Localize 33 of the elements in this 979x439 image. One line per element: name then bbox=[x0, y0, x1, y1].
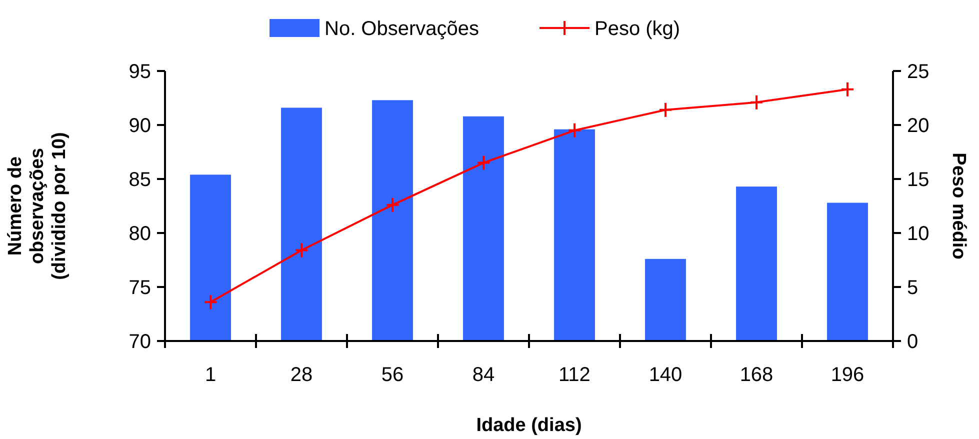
point bbox=[750, 94, 764, 110]
x-tick-label: 112 bbox=[558, 364, 590, 386]
legend-label: No. Observações bbox=[324, 18, 480, 40]
y-tick-label: 70 bbox=[128, 331, 151, 353]
x-tick-label: 28 bbox=[290, 364, 313, 386]
point bbox=[476, 154, 490, 171]
legend-label: Peso (kg) bbox=[594, 18, 680, 40]
point bbox=[658, 102, 672, 118]
point bbox=[840, 81, 854, 98]
x-axis-title: Idade (dias) bbox=[476, 415, 582, 436]
x-tick-label: 196 bbox=[830, 364, 864, 386]
point bbox=[204, 294, 218, 310]
y2-tick-label: 15 bbox=[907, 169, 930, 191]
x-tick-label: 168 bbox=[740, 364, 774, 386]
x-tick-label: 1 bbox=[204, 364, 216, 386]
y-tick-label: 75 bbox=[128, 277, 151, 299]
point bbox=[386, 196, 400, 213]
y2-axis-title: Peso médio bbox=[948, 152, 969, 260]
y-tick-label: 80 bbox=[128, 223, 151, 245]
x-tick-label: 140 bbox=[648, 364, 682, 386]
y2-tick-label: 25 bbox=[907, 61, 930, 83]
y-tick-label: 95 bbox=[128, 61, 151, 83]
y-axis-title: Número de observações (dividido por 10) bbox=[5, 132, 70, 280]
y-tick-label: 90 bbox=[128, 115, 151, 137]
y2-tick-label: 0 bbox=[907, 331, 918, 353]
y2-tick-label: 5 bbox=[907, 277, 918, 299]
point bbox=[568, 122, 582, 138]
y-tick-label: 85 bbox=[128, 169, 151, 191]
point bbox=[294, 242, 308, 258]
y2-tick-label: 10 bbox=[907, 223, 930, 245]
y2-tick-label: 20 bbox=[907, 115, 930, 137]
x-tick-label: 84 bbox=[472, 364, 495, 386]
x-tick-label: 56 bbox=[381, 364, 404, 386]
